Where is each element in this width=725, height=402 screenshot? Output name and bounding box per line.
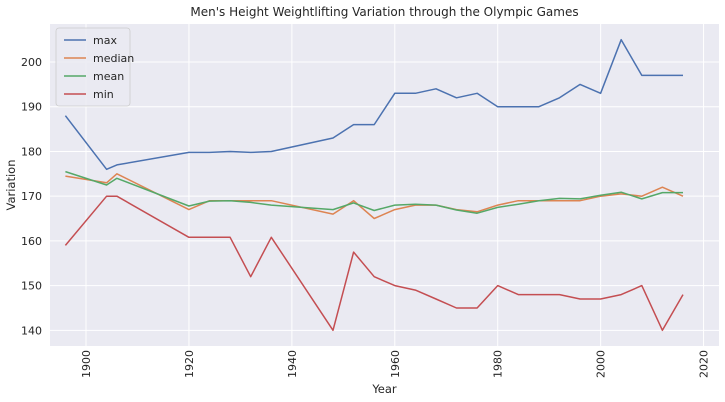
x-tick-label: 2020 [698, 350, 711, 378]
series-line-max [64, 38, 683, 171]
chart-title: Men's Height Weightlifting Variation thr… [190, 5, 578, 19]
plot-area [50, 24, 719, 346]
y-tick-label: 140 [21, 324, 42, 337]
legend-label-mean: mean [93, 70, 124, 83]
series-line-mean [65, 170, 683, 214]
y-axis-ticks: 140 150 160 170 180 190 200 [21, 56, 42, 337]
legend-label-min: min [93, 88, 114, 101]
y-tick-label: 190 [21, 101, 42, 114]
series-group [64, 38, 684, 332]
x-tick-label: 2000 [595, 350, 608, 378]
y-axis-label: Variation [4, 159, 18, 210]
y-tick-label: 200 [21, 56, 42, 69]
y-tick-label: 170 [21, 190, 42, 203]
x-tick-label: 1980 [492, 350, 505, 378]
y-tick-label: 150 [21, 280, 42, 293]
x-axis-label: Year [371, 382, 397, 396]
x-tick-label: 1920 [183, 350, 196, 378]
legend-label-median: median [93, 52, 134, 65]
series-line-min [64, 195, 684, 332]
y-tick-label: 160 [21, 235, 42, 248]
y-tick-label: 180 [21, 145, 42, 158]
x-axis-ticks: 1900 1920 1940 1960 1980 2000 2020 [80, 350, 711, 378]
x-tick-label: 1940 [286, 350, 299, 378]
legend-label-max: max [93, 34, 117, 47]
x-tick-label: 1900 [80, 350, 93, 378]
legend-box [55, 27, 131, 107]
x-tick-label: 1960 [389, 350, 402, 378]
legend: max median mean min [55, 27, 134, 107]
